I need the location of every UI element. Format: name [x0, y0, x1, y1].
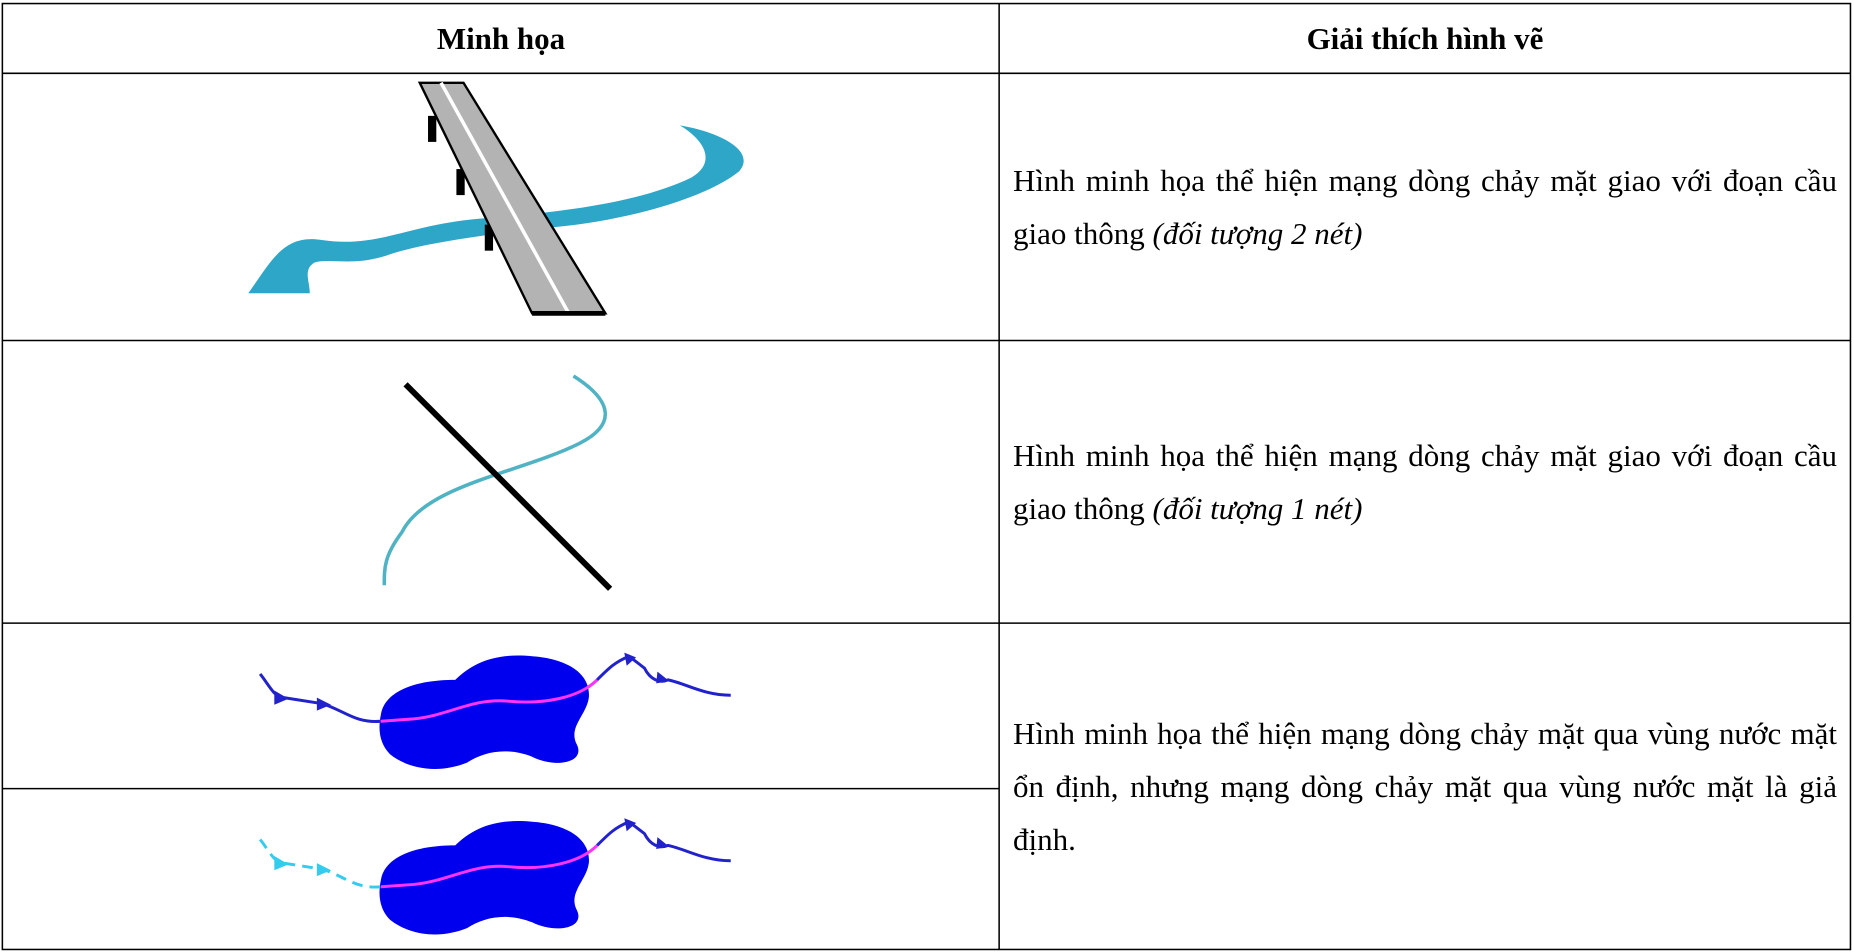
water-area-assumed-flow-illustration	[258, 818, 731, 935]
water-area-flow-illustration	[258, 652, 731, 769]
description-note: (đối tượng 2 nét)	[1152, 215, 1363, 251]
header-cell: Minh họa	[3, 4, 999, 73]
bridge-2-line-illustration	[248, 81, 744, 316]
header-text: Minh họa	[436, 20, 566, 56]
description: Hình minh họa thể hiện mạng dòng chảy mặ…	[1013, 437, 1837, 526]
description: Hình minh họa thể hiện mạng dòng chảy mặ…	[1013, 716, 1837, 857]
header-text: Giải thích hình vẽ	[1306, 20, 1544, 56]
description-cell: Hình minh họa thể hiện mạng dòng chảy mặ…	[999, 73, 1851, 340]
bridge-1-line-illustration	[382, 374, 613, 591]
header-cell: Giải thích hình vẽ	[999, 4, 1851, 73]
description-cell: Hình minh họa thể hiện mạng dòng chảy mặ…	[999, 623, 1851, 950]
description-note: (đối tượng 1 nét)	[1152, 490, 1363, 526]
description-cell: Hình minh họa thể hiện mạng dòng chảy mặ…	[999, 340, 1851, 623]
description: Hình minh họa thể hiện mạng dòng chảy mặ…	[1013, 162, 1837, 251]
